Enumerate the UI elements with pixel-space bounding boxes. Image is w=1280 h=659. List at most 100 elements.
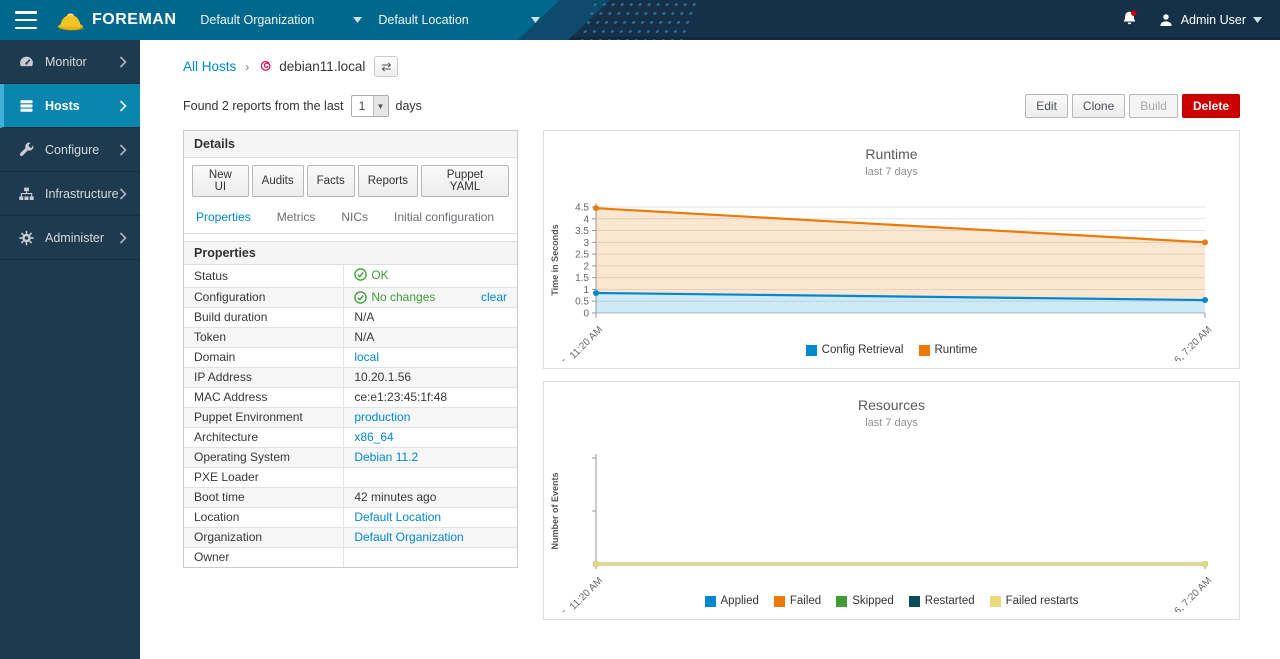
clone-button[interactable]: Clone (1072, 94, 1125, 118)
chevron-down-icon (1253, 17, 1262, 23)
legend-label: Failed (790, 595, 821, 607)
legend-item[interactable]: Restarted (909, 595, 975, 607)
edit-button[interactable]: Edit (1025, 94, 1068, 118)
legend-item[interactable]: Failed (774, 595, 821, 607)
organization-menu-label: Default Organization (200, 13, 314, 27)
legend-label: Runtime (935, 344, 978, 356)
svg-text:Number of Events: Number of Events (550, 472, 560, 549)
runtime-chart-panel: Runtime last 7 days 00.511.522.533.544.5… (543, 130, 1240, 369)
legend-item[interactable]: Runtime (919, 344, 978, 356)
chevron-right-icon (119, 188, 127, 200)
audits-button[interactable]: Audits (252, 165, 304, 197)
resources-chart-panel: Resources last 7 days Number of Events11… (543, 381, 1240, 620)
table-row-architecture: Architecture x86_64 (184, 427, 517, 447)
details-panel: Details New UI Audits Facts Reports Pupp… (183, 130, 518, 568)
puppet-environment-link[interactable]: production (354, 410, 410, 424)
chevron-down-icon (531, 17, 540, 23)
sidebar-item-label: Monitor (45, 55, 87, 69)
debian-logo-icon (258, 59, 273, 74)
new-ui-button[interactable]: New UI (192, 165, 249, 197)
user-icon (1158, 12, 1174, 28)
table-row-operating-system: Operating System Debian 11.2 (184, 447, 517, 467)
user-name: Admin User (1181, 13, 1246, 27)
toolbar: Found 2 reports from the last 1 ▼ days E… (183, 94, 1240, 118)
sidebar-item-monitor[interactable]: Monitor (0, 40, 140, 84)
check-circle-icon (354, 291, 367, 304)
tab-initial-configuration[interactable]: Initial configuration (394, 210, 494, 224)
location-link[interactable]: Default Location (354, 510, 441, 524)
details-panel-title: Details (184, 131, 517, 158)
tachometer-icon (18, 54, 35, 70)
foreman-helmet-logo-icon (57, 9, 84, 31)
chevron-right-icon (119, 232, 127, 244)
sidebar-item-label: Infrastructure (45, 187, 119, 201)
tab-properties[interactable]: Properties (196, 210, 251, 224)
table-row-ip-address: IP Address 10.20.1.56 (184, 367, 517, 387)
runtime-chart-legend: Config Retrieval Runtime (544, 344, 1239, 356)
legend-item[interactable]: Failed restarts (990, 595, 1079, 607)
report-count-suffix: days (396, 99, 422, 113)
sidebar-item-label: Hosts (45, 99, 80, 113)
organization-menu[interactable]: Default Organization (200, 13, 362, 27)
host-switcher-button[interactable]: ⇄ (374, 56, 398, 77)
domain-link[interactable]: local (354, 350, 379, 364)
days-select[interactable]: 1 ▼ (351, 95, 389, 117)
architecture-link[interactable]: x86_64 (354, 430, 393, 444)
brand[interactable]: FOREMAN (57, 9, 176, 31)
legend-item[interactable]: Skipped (836, 595, 894, 607)
svg-text:4.5: 4.5 (575, 203, 589, 214)
sidebar-item-label: Administer (45, 231, 104, 245)
table-row-boot-time: Boot time 42 minutes ago (184, 487, 517, 507)
hamburger-menu-icon[interactable] (15, 11, 37, 29)
svg-text:4: 4 (583, 214, 589, 225)
table-row-token: Token N/A (184, 327, 517, 347)
location-menu[interactable]: Default Location (378, 13, 540, 27)
legend-label: Config Retrieval (822, 344, 904, 356)
server-icon (18, 98, 35, 114)
table-row-puppet-environment: Puppet Environment production (184, 407, 517, 427)
main-content: All Hosts › debian11.local ⇄ Found 2 rep… (140, 40, 1280, 620)
sidebar-item-administer[interactable]: Administer (0, 216, 140, 260)
gear-icon (18, 230, 35, 246)
sidebar: Monitor Hosts Configure (0, 40, 140, 659)
days-select-value: 1 (352, 96, 373, 116)
configuration-value: No changes (371, 290, 435, 304)
chevron-right-icon (119, 100, 127, 112)
select-caret-icon: ▼ (373, 96, 388, 116)
delete-button[interactable]: Delete (1182, 94, 1240, 118)
sidebar-item-infrastructure[interactable]: Infrastructure (0, 172, 140, 216)
tab-metrics[interactable]: Metrics (277, 210, 316, 224)
puppet-yaml-button[interactable]: Puppet YAML (421, 165, 509, 197)
build-button[interactable]: Build (1129, 94, 1178, 118)
table-row-configuration: Configuration No changes clear (184, 287, 517, 307)
runtime-chart-plot: 00.511.522.533.544.5Time in Seconds11/25… (544, 201, 1239, 361)
resources-chart-plot: Number of Events11/25, 11:20 AM12/16, 7:… (544, 452, 1239, 612)
reports-button[interactable]: Reports (358, 165, 418, 197)
clear-link[interactable]: clear (481, 290, 507, 304)
sidebar-item-hosts[interactable]: Hosts (0, 84, 140, 128)
operating-system-link[interactable]: Debian 11.2 (354, 450, 418, 464)
legend-swatch (919, 345, 930, 356)
table-row-status: Status OK (184, 265, 517, 287)
user-menu[interactable]: Admin User (1158, 12, 1262, 28)
legend-label: Failed restarts (1006, 595, 1079, 607)
notifications-bell-icon[interactable] (1121, 10, 1138, 30)
breadcrumb-all-hosts-link[interactable]: All Hosts (183, 59, 236, 74)
chevron-right-icon (119, 56, 127, 68)
svg-text:Time in Seconds: Time in Seconds (550, 224, 560, 295)
legend-item[interactable]: Applied (705, 595, 759, 607)
sidebar-item-configure[interactable]: Configure (0, 128, 140, 172)
tab-nics[interactable]: NICs (341, 210, 368, 224)
properties-heading: Properties (184, 241, 517, 265)
organization-link[interactable]: Default Organization (354, 530, 463, 544)
facts-button[interactable]: Facts (307, 165, 355, 197)
legend-item[interactable]: Config Retrieval (806, 344, 904, 356)
svg-text:3.5: 3.5 (575, 226, 589, 237)
wrench-icon (18, 142, 35, 158)
table-row-location: Location Default Location (184, 507, 517, 527)
table-row-owner: Owner (184, 547, 517, 567)
resources-chart-legend: Applied Failed Skipped Restarted Failed rest… (544, 595, 1239, 607)
legend-swatch (774, 596, 785, 607)
breadcrumb-current-host: debian11.local (279, 59, 365, 74)
breadcrumb: All Hosts › debian11.local ⇄ (183, 56, 1240, 77)
